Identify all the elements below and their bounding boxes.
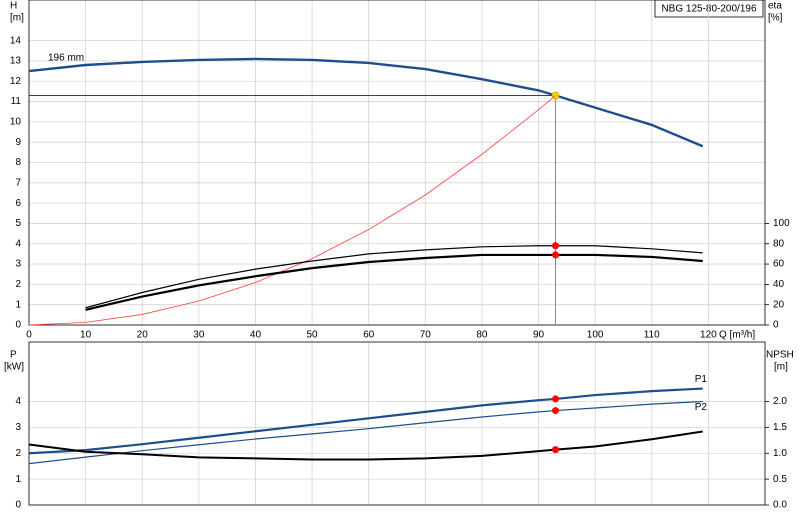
y-tick-label: 7 <box>15 177 21 188</box>
y2-tick-label: 80 <box>773 238 785 249</box>
y-tick-label: 3 <box>15 259 21 270</box>
x-tick-label: 40 <box>250 330 262 341</box>
y2-tick-label: 1.0 <box>773 448 787 459</box>
duty-point <box>552 446 560 454</box>
y-tick-label: 3 <box>15 422 21 433</box>
x-tick-label: 90 <box>533 330 545 341</box>
y-tick-label: 10 <box>10 117 22 128</box>
x-axis-label: Q [m³/h] <box>719 330 755 341</box>
series-line <box>28 95 556 326</box>
y-tick-label: 6 <box>15 198 21 209</box>
x-tick-label: 0 <box>26 330 32 341</box>
y2-tick-label: 2.0 <box>773 396 787 407</box>
plot-frame <box>28 341 766 506</box>
y2-tick-label: 0.5 <box>773 474 787 485</box>
y2-axis-label: eta <box>768 1 782 12</box>
y-tick-label: 14 <box>10 35 22 46</box>
y-tick-label: 2 <box>15 279 21 290</box>
x-tick-label: 10 <box>80 330 92 341</box>
chart-title: NBG 125-80-200/196 <box>661 4 757 15</box>
y2-tick-label: 40 <box>773 279 785 290</box>
y-tick-label: 1 <box>15 474 21 485</box>
y-tick-label: 11 <box>11 96 22 107</box>
y-tick-label: 8 <box>15 157 21 168</box>
y-tick-label: 5 <box>15 218 21 229</box>
series-label: 196 mm <box>48 53 84 64</box>
duty-point <box>552 251 560 259</box>
x-tick-label: 80 <box>476 330 488 341</box>
y-axis-label: H <box>10 1 17 12</box>
y-tick-label: 0 <box>15 320 21 331</box>
y-tick-label: 4 <box>15 238 21 249</box>
duty-point <box>552 395 560 403</box>
title-box <box>654 0 764 18</box>
x-tick-label: 20 <box>137 330 149 341</box>
y2-axis-unit: [m] <box>774 362 788 373</box>
x-tick-label: 70 <box>420 330 432 341</box>
x-tick-label: 110 <box>644 330 660 341</box>
y-axis-unit: [m] <box>10 13 24 24</box>
y2-tick-label: 0.0 <box>773 500 787 511</box>
y-tick-label: 1 <box>15 299 21 310</box>
y-tick-label: 2 <box>15 448 21 459</box>
y-tick-label: 9 <box>15 137 21 148</box>
y-tick-label: 4 <box>15 396 21 407</box>
series-line <box>28 57 704 148</box>
y2-axis-unit: [%] <box>768 13 783 24</box>
plot-frame <box>28 0 766 326</box>
y2-tick-label: 60 <box>773 259 785 270</box>
duty-point <box>552 242 560 250</box>
x-tick-label: 100 <box>587 330 604 341</box>
x-tick-label: 120 <box>700 330 717 341</box>
series-line <box>28 400 703 465</box>
y-tick-label: 0 <box>15 500 21 511</box>
series-line <box>85 253 703 311</box>
series-line <box>28 430 703 461</box>
x-tick-label: 60 <box>363 330 375 341</box>
series-label: P2 <box>695 402 708 413</box>
x-tick-label: 30 <box>193 330 205 341</box>
series-line <box>85 245 703 309</box>
y-tick-label: 12 <box>10 76 22 87</box>
y-tick-label: 13 <box>10 56 22 67</box>
y-axis-unit: [kW] <box>4 362 24 373</box>
y2-tick-label: 0 <box>773 320 779 331</box>
duty-point <box>552 407 560 415</box>
series-label: P1 <box>695 374 708 385</box>
series-line <box>28 387 703 455</box>
y2-tick-label: 100 <box>773 218 790 229</box>
y2-tick-label: 20 <box>773 299 785 310</box>
y2-axis-label: NPSH <box>766 350 794 361</box>
x-tick-label: 50 <box>307 330 319 341</box>
y2-tick-label: 1.5 <box>773 422 787 433</box>
y-axis-label: P <box>10 350 17 361</box>
